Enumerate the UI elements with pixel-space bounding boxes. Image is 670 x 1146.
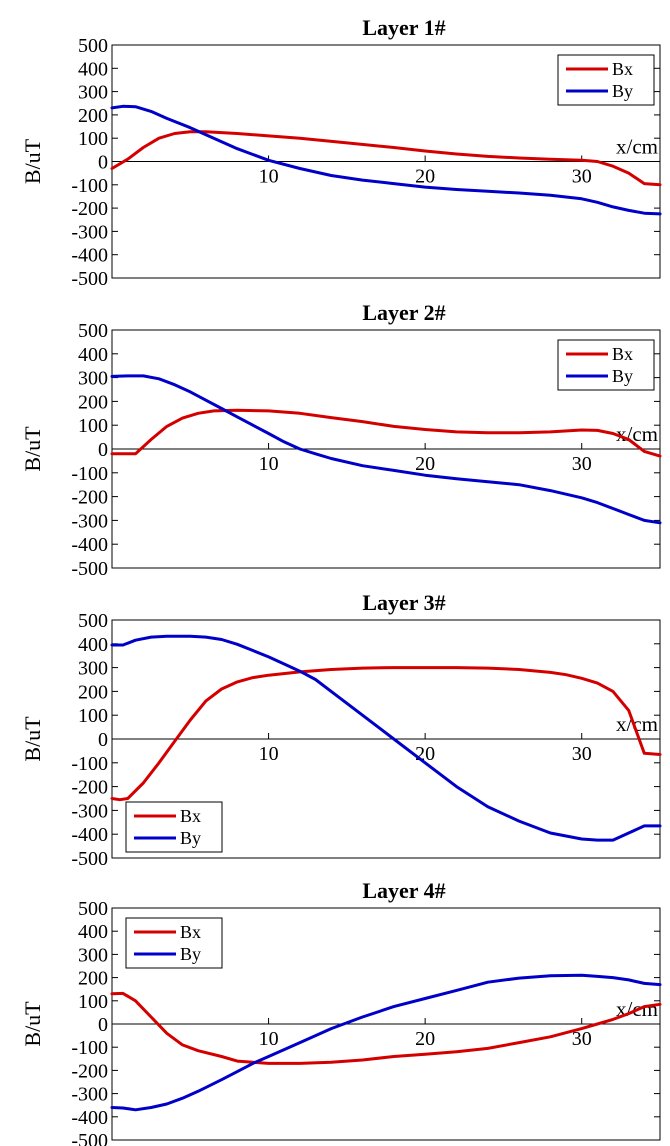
chart-panel-layer-4: Layer 4# 5004003002001000-100-200-300-400…	[20, 878, 662, 1146]
series-line-by	[110, 973, 662, 1112]
x-tick-label: 30	[572, 743, 592, 765]
x-axis-label: x/cm	[616, 135, 658, 159]
chart-title: Layer 1#	[362, 15, 445, 40]
legend-label-by: By	[612, 366, 633, 386]
series-line-bx	[110, 991, 662, 1065]
y-tick-label: 500	[78, 320, 108, 342]
y-tick-label: -500	[71, 558, 108, 580]
legend-label-bx: Bx	[612, 59, 633, 79]
y-tick-label: -500	[71, 268, 108, 290]
x-tick-label: 10	[259, 453, 279, 475]
series-line-by	[110, 374, 662, 525]
y-tick-label: 500	[78, 35, 108, 57]
x-tick-label: 10	[259, 166, 279, 188]
x-tick-label: 10	[259, 1028, 279, 1050]
chart-panel-layer-3: Layer 3# 5004003002001000-100-200-300-400…	[20, 590, 662, 870]
y-tick-label: 300	[78, 82, 108, 104]
y-tick-label: 300	[78, 944, 108, 966]
legend-label-bx: Bx	[612, 344, 633, 364]
legend-label-by: By	[180, 828, 201, 848]
y-tick-label: -300	[71, 800, 108, 822]
y-tick-label: 100	[78, 991, 108, 1013]
y-tick-label: 100	[78, 705, 108, 727]
legend-box	[557, 54, 655, 106]
y-tick-label: 300	[78, 658, 108, 680]
chart-title: Layer 2#	[362, 300, 445, 325]
legend-label-by: By	[612, 81, 633, 101]
y-tick-label: -400	[71, 245, 108, 267]
legend-box	[125, 917, 223, 969]
y-tick-label: -100	[71, 1037, 108, 1059]
y-tick-label: -100	[71, 175, 108, 197]
y-tick-label: -400	[71, 824, 108, 846]
y-axis-label: B/uT	[20, 426, 45, 472]
series-line-by	[110, 634, 662, 842]
y-tick-label: -500	[71, 1130, 108, 1146]
x-tick-label: 20	[415, 166, 435, 188]
y-tick-label: 500	[78, 898, 108, 920]
series-line-bx	[110, 408, 662, 458]
y-tick-label: -100	[71, 463, 108, 485]
x-tick-label: 20	[415, 1028, 435, 1050]
chart-title: Layer 4#	[362, 878, 445, 903]
y-tick-label: 300	[78, 368, 108, 390]
y-tick-label: -300	[71, 510, 108, 532]
y-tick-label: -100	[71, 753, 108, 775]
x-tick-label: 30	[572, 1028, 592, 1050]
series-line-by	[110, 104, 662, 216]
x-tick-label: 10	[259, 743, 279, 765]
y-tick-label: -300	[71, 1084, 108, 1106]
y-tick-label: -300	[71, 221, 108, 243]
y-tick-label: -400	[71, 534, 108, 556]
y-tick-label: -400	[71, 1107, 108, 1129]
chart-panel-layer-1: Layer 1# 5004003002001000-100-200-300-400…	[20, 15, 662, 290]
series-line-bx	[110, 130, 662, 187]
y-tick-label: -200	[71, 487, 108, 509]
y-tick-label: -200	[71, 1060, 108, 1082]
y-tick-label: 0	[98, 1014, 108, 1036]
y-tick-label: 400	[78, 344, 108, 366]
y-tick-label: -200	[71, 777, 108, 799]
x-tick-label: 30	[572, 453, 592, 475]
y-tick-label: -200	[71, 198, 108, 220]
y-tick-label: 200	[78, 391, 108, 413]
y-tick-label: 200	[78, 105, 108, 127]
y-tick-label: 400	[78, 921, 108, 943]
y-axis-label: B/uT	[20, 1001, 45, 1047]
x-axis-label: x/cm	[616, 422, 658, 446]
y-axis-label: B/uT	[20, 138, 45, 184]
legend-label-bx: Bx	[180, 806, 201, 826]
y-tick-label: 0	[98, 439, 108, 461]
y-tick-label: 500	[78, 610, 108, 632]
legend-label-by: By	[180, 944, 201, 964]
legend-box	[557, 339, 655, 391]
y-tick-label: 400	[78, 58, 108, 80]
y-tick-label: -500	[71, 848, 108, 870]
y-tick-label: 200	[78, 681, 108, 703]
x-tick-label: 20	[415, 453, 435, 475]
y-tick-label: 200	[78, 968, 108, 990]
x-tick-label: 30	[572, 166, 592, 188]
legend-box	[125, 801, 223, 853]
y-tick-label: 100	[78, 415, 108, 437]
y-tick-label: 100	[78, 128, 108, 150]
chart-panel-layer-2: Layer 2# 5004003002001000-100-200-300-400…	[20, 300, 662, 580]
y-tick-label: 0	[98, 152, 108, 174]
y-tick-label: 400	[78, 634, 108, 656]
y-axis-label: B/uT	[20, 716, 45, 762]
series-line-bx	[110, 666, 662, 802]
y-tick-label: 0	[98, 729, 108, 751]
chart-title: Layer 3#	[362, 590, 445, 615]
legend-label-bx: Bx	[180, 922, 201, 942]
